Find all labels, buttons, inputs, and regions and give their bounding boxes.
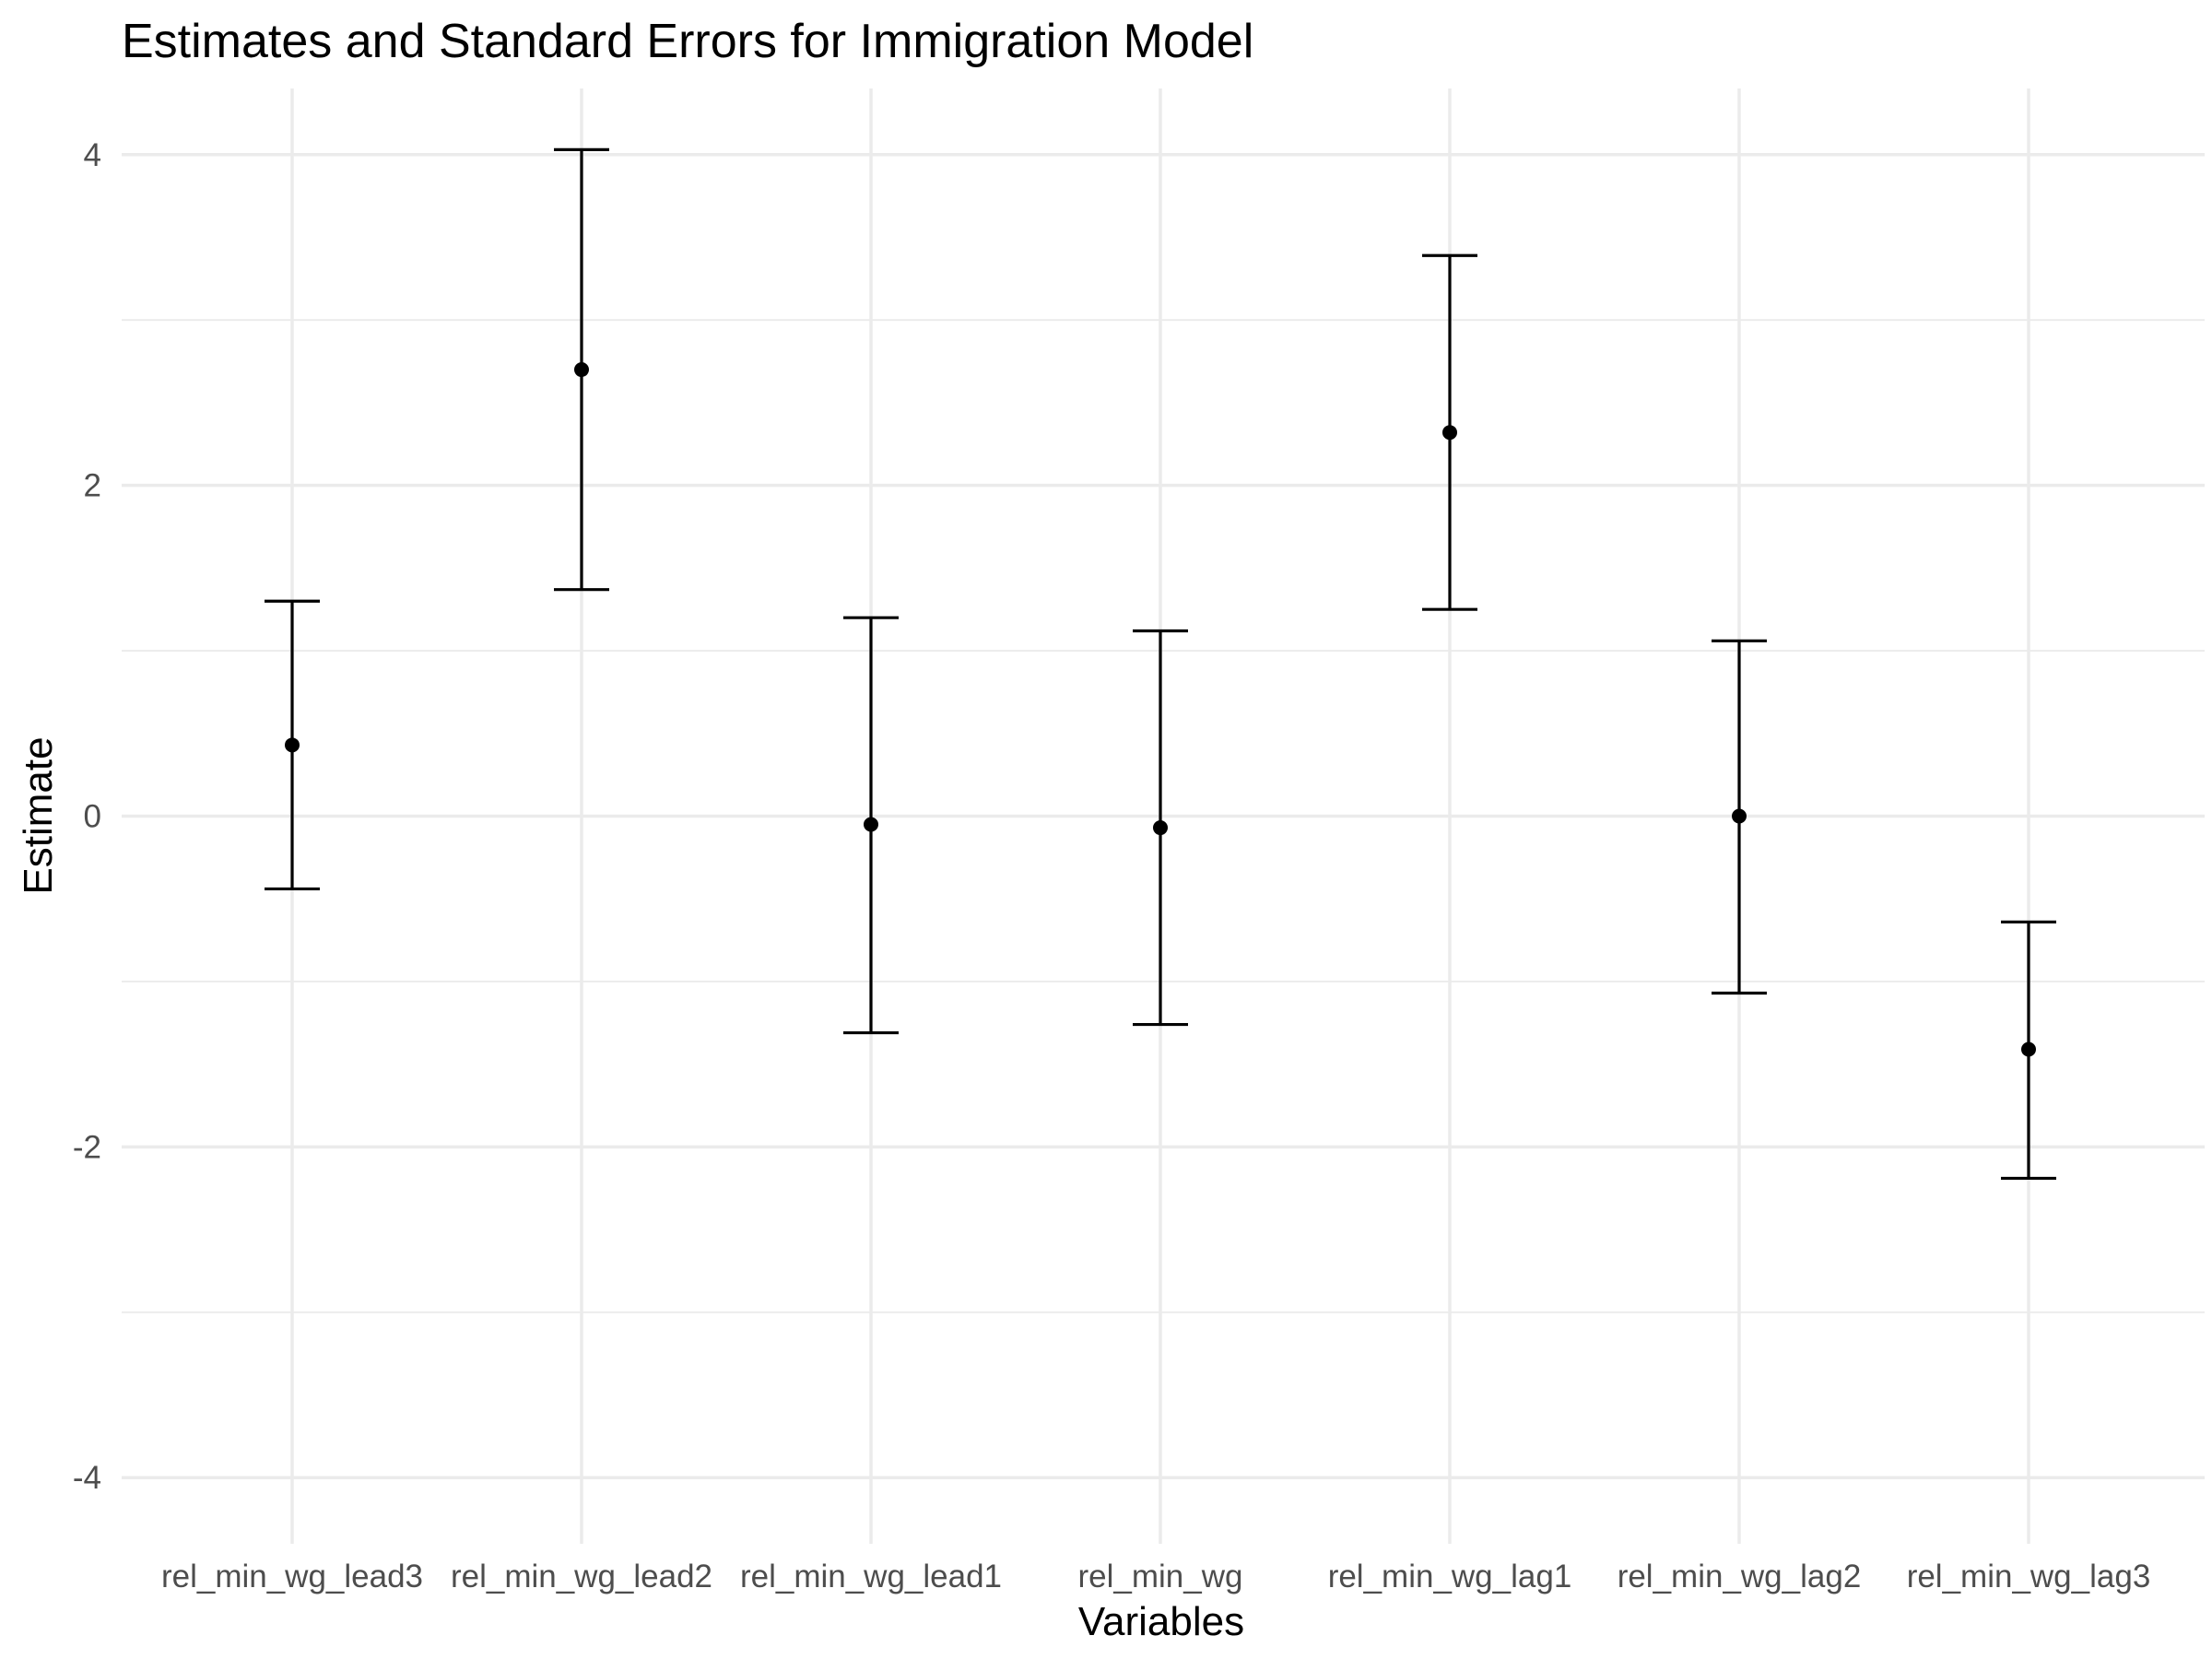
x-tick-label: rel_min_wg_lead1 <box>740 1559 1002 1594</box>
x-axis-ticks: rel_min_wg_lead3 rel_min_wg_lead2 rel_min_… <box>161 1559 2150 1594</box>
estimate-point <box>285 737 300 753</box>
error-bars <box>265 147 2056 1181</box>
y-tick-label: -2 <box>73 1129 101 1165</box>
chart-title: Estimates and Standard Errors for Immigr… <box>122 15 1253 68</box>
y-tick-label: 4 <box>84 137 101 173</box>
y-tick-label: 0 <box>84 799 101 835</box>
x-tick-label: rel_min_wg <box>1078 1559 1243 1594</box>
x-tick-label: rel_min_wg_lead3 <box>161 1559 423 1594</box>
x-tick-label: rel_min_wg_lag2 <box>1618 1559 1862 1594</box>
x-tick-label: rel_min_wg_lead2 <box>451 1559 712 1594</box>
estimate-point <box>1153 820 1168 836</box>
estimate-point <box>1442 425 1457 441</box>
error-bar-group <box>265 147 2056 1181</box>
x-tick-label: rel_min_wg_lag3 <box>1907 1559 2151 1594</box>
y-axis-ticks: -4 -2 0 2 4 <box>73 137 101 1496</box>
estimate-point <box>864 817 878 832</box>
estimate-point <box>2021 1041 2036 1057</box>
x-axis-title: Variables <box>1078 1599 1244 1644</box>
x-tick-label: rel_min_wg_lag1 <box>1328 1559 1572 1594</box>
y-tick-label: -4 <box>73 1460 101 1496</box>
y-axis-title: Estimate <box>16 736 61 894</box>
y-tick-label: 2 <box>84 468 101 504</box>
estimate-point <box>574 362 589 378</box>
estimate-point <box>1732 808 1747 824</box>
